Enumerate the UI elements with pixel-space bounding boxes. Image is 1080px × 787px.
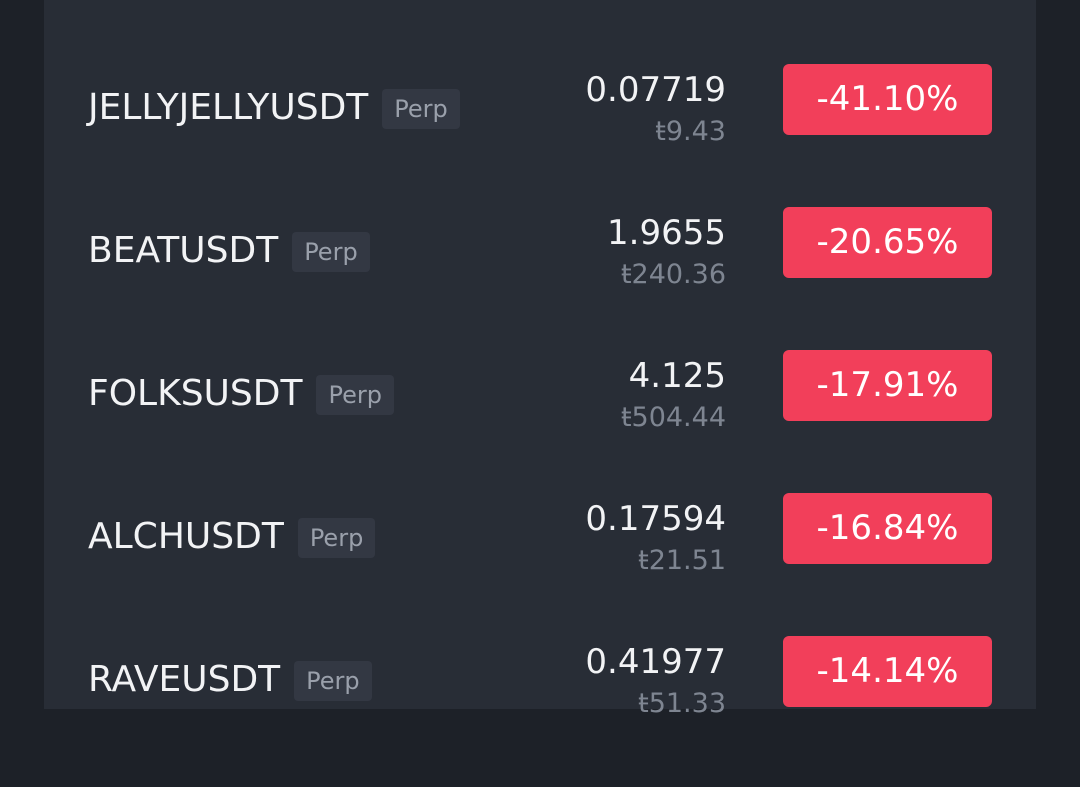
price: 0.41977 bbox=[585, 642, 726, 682]
local-price: ŧ504.44 bbox=[620, 402, 726, 433]
price: 1.9655 bbox=[607, 213, 726, 253]
symbol: FOLKSUSDT Perp bbox=[88, 374, 394, 415]
market-row[interactable]: BEATUSDT Perp 1.9655 ŧ240.36 -20.65% bbox=[44, 207, 1036, 358]
symbol: ALCHUSDT Perp bbox=[88, 516, 376, 558]
market-row[interactable]: ALCHUSDT Perp 0.17594 ŧ21.51 -16.84% bbox=[44, 493, 1036, 644]
change-badge[interactable]: -14.14% bbox=[783, 636, 992, 707]
local-price: ŧ9.43 bbox=[655, 116, 726, 147]
market-row[interactable]: FOLKSUSDT Perp 4.125 ŧ504.44 -17.91% bbox=[44, 350, 1036, 501]
local-price: ŧ21.51 bbox=[638, 545, 726, 576]
perp-tag: Perp bbox=[382, 89, 460, 129]
change-badge[interactable]: -17.91% bbox=[783, 350, 992, 421]
change-badge[interactable]: -16.84% bbox=[783, 493, 992, 564]
symbol: RAVEUSDT Perp bbox=[88, 660, 372, 701]
market-list: JELLYJELLYUSDT Perp 0.07719 ŧ9.43 -41.10% BEA… bbox=[44, 0, 1036, 719]
perp-tag: Perp bbox=[297, 518, 376, 558]
price: 0.17594 bbox=[585, 499, 726, 539]
symbol: JELLYJELLYUSDT Perp bbox=[88, 88, 460, 129]
symbol-text: FOLKSUSDT bbox=[88, 373, 303, 414]
change-badge[interactable]: -20.65% bbox=[783, 207, 992, 278]
local-price: ŧ240.36 bbox=[620, 259, 726, 290]
market-row[interactable]: RAVEUSDT Perp 0.41977 ŧ51.33 -14.14% bbox=[44, 636, 1036, 787]
perp-tag: Perp bbox=[316, 375, 394, 415]
symbol-text: JELLYJELLYUSDT bbox=[88, 87, 369, 128]
perp-tag: Perp bbox=[294, 661, 372, 701]
perp-tag: Perp bbox=[292, 232, 370, 272]
symbol-text: ALCHUSDT bbox=[88, 516, 284, 557]
price: 0.07719 bbox=[585, 70, 726, 110]
market-row[interactable]: JELLYJELLYUSDT Perp 0.07719 ŧ9.43 -41.10% bbox=[44, 64, 1036, 215]
symbol-text: BEATUSDT bbox=[88, 230, 279, 271]
symbol-text: RAVEUSDT bbox=[88, 659, 281, 700]
symbol: BEATUSDT Perp bbox=[88, 231, 370, 272]
price: 4.125 bbox=[628, 356, 726, 396]
change-badge[interactable]: -41.10% bbox=[783, 64, 992, 135]
local-price: ŧ51.33 bbox=[638, 688, 726, 719]
